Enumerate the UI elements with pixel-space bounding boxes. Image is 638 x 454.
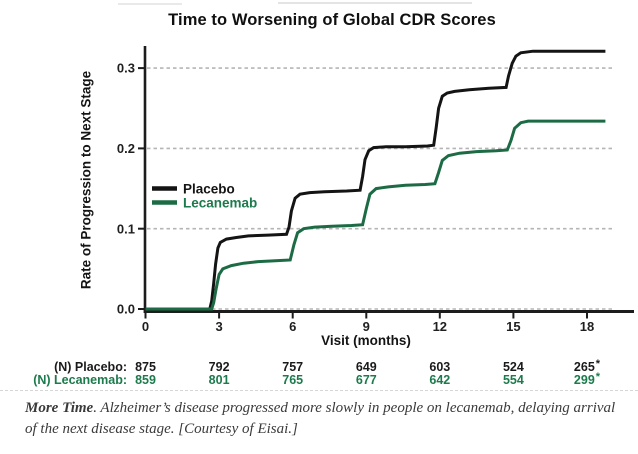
legend-label-placebo: Placebo <box>183 182 235 197</box>
x-axis-label: Visit (months) <box>321 333 411 348</box>
risk-value: 677 <box>355 373 377 387</box>
asterisk-footnote: * <box>595 358 601 370</box>
risk-value: 649 <box>355 360 377 374</box>
risk-value: 801 <box>208 373 230 387</box>
y-tick-label: 0.3 <box>117 61 135 76</box>
risk-value: 299* <box>573 371 601 387</box>
risk-value: 524 <box>502 360 524 374</box>
x-tick-label: 6 <box>289 319 296 334</box>
risk-value: 265* <box>573 358 601 374</box>
risk-row-label: (N) Lecanemab: <box>33 373 127 387</box>
scan-artifact-line <box>118 3 182 5</box>
risk-table-row-lecanemab: (N) Lecanemab: 859 801 765 677 642 554 299* <box>0 371 638 387</box>
legend-label-lecanemab: Lecanemab <box>183 196 257 211</box>
risk-value: 792 <box>208 360 230 374</box>
chart-title: Time to Worsening of Global CDR Scores <box>168 11 496 29</box>
placebo-curve <box>145 49 606 311</box>
figure-caption: More Time. Alzheimer’s disease progresse… <box>25 398 626 441</box>
risk-value: 603 <box>429 360 451 374</box>
asterisk-footnote: * <box>595 371 601 383</box>
x-tick-label: 3 <box>215 319 222 334</box>
x-tick-label: 18 <box>580 319 594 334</box>
risk-value: 859 <box>135 373 156 387</box>
y-axis-label: Rate of Progression to Next Stage <box>78 70 94 290</box>
risk-value: 554 <box>502 373 524 387</box>
caption-divider <box>0 390 638 391</box>
lecanemab-curve <box>145 119 606 311</box>
risk-value: 642 <box>429 373 451 387</box>
x-tick-label: 15 <box>506 319 520 334</box>
x-tick-label: 9 <box>363 319 370 334</box>
x-tick-label: 12 <box>433 319 447 334</box>
caption-lead: More Time <box>25 400 94 416</box>
risk-table-row-placebo: (N) Placebo: 875 792 757 649 603 524 265* <box>0 358 638 374</box>
risk-value: 757 <box>282 360 304 374</box>
scan-artifact-line <box>278 2 472 4</box>
x-tick-label: 0 <box>142 319 149 334</box>
caption-text: . Alzheimer’s disease progressed more sl… <box>25 400 616 438</box>
y-tick-label: 0.0 <box>117 302 135 317</box>
risk-value: 765 <box>282 373 304 387</box>
y-tick-label: 0.2 <box>117 141 135 156</box>
risk-row-label: (N) Placebo: <box>54 360 127 374</box>
y-tick-label: 0.1 <box>117 221 135 236</box>
risk-value: 875 <box>135 360 156 374</box>
